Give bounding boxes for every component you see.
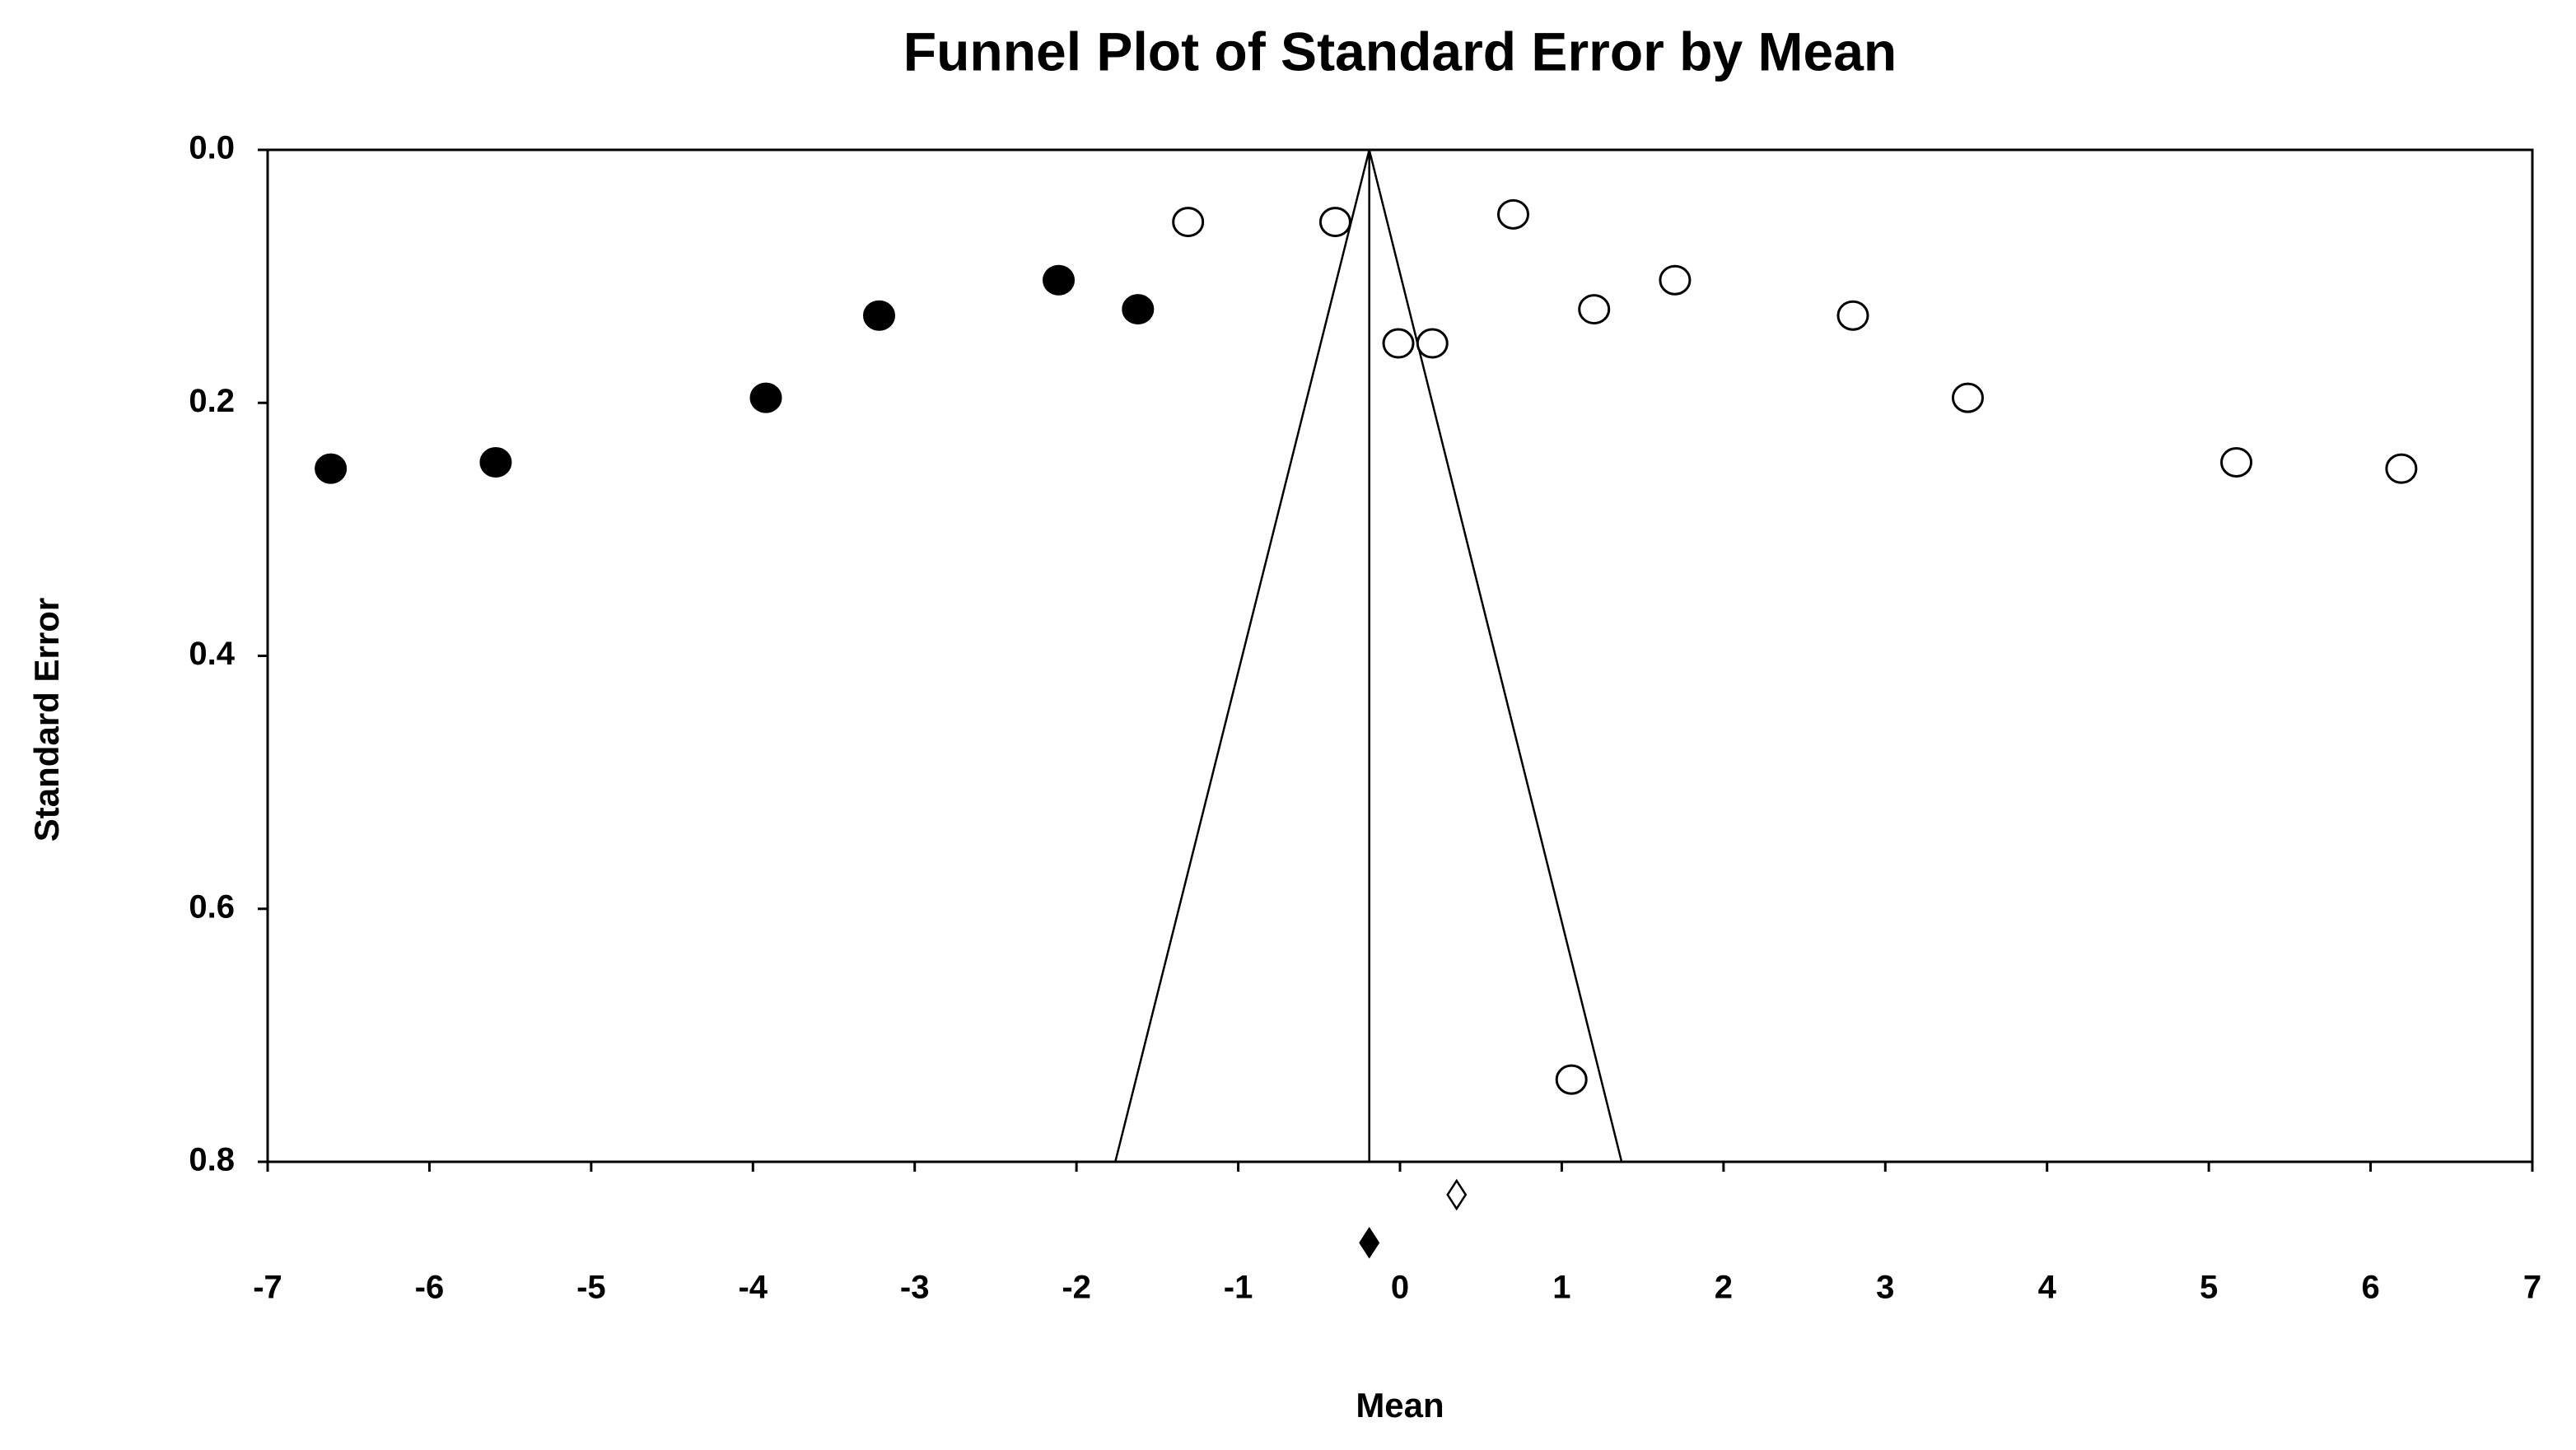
data-point <box>1122 294 1155 325</box>
x-tick-label: 1 <box>1552 1270 1570 1306</box>
x-tick-label: -4 <box>738 1270 768 1306</box>
x-tick-label: -1 <box>1224 1270 1253 1306</box>
data-point <box>1318 207 1351 238</box>
chart-title: Funnel Plot of Standard Error by Mean <box>903 21 1897 82</box>
x-tick-label: -2 <box>1062 1270 1091 1306</box>
y-tick-label: 0.0 <box>189 130 235 166</box>
x-tick-label: -7 <box>253 1270 282 1306</box>
x-tick-label: 5 <box>2200 1270 2218 1306</box>
x-tick-label: 2 <box>1715 1270 1733 1306</box>
data-point <box>479 446 512 478</box>
data-point <box>1555 1064 1588 1095</box>
data-point <box>1382 328 1415 359</box>
data-point <box>1836 300 1869 331</box>
x-tick-label: 7 <box>2523 1270 2541 1306</box>
data-point <box>315 453 348 484</box>
data-point <box>863 300 895 331</box>
data-point <box>2220 446 2253 478</box>
y-axis-label: Standard Error <box>27 598 66 842</box>
summary-diamond <box>1359 1227 1380 1259</box>
x-tick-label: 0 <box>1391 1270 1409 1306</box>
data-point <box>2385 453 2418 484</box>
data-point <box>1172 207 1205 238</box>
data-point <box>1416 328 1449 359</box>
x-tick-label: -3 <box>900 1270 930 1306</box>
y-tick-label: 0.4 <box>189 636 235 672</box>
data-point <box>1497 198 1529 230</box>
x-tick-label: 6 <box>2361 1270 2379 1306</box>
data-point <box>1659 264 1692 296</box>
x-tick-label: -6 <box>415 1270 445 1306</box>
data-point <box>1043 264 1076 296</box>
data-point <box>1951 382 1984 413</box>
y-tick-label: 0.6 <box>189 888 235 925</box>
x-tick-label: 4 <box>2038 1270 2057 1306</box>
y-tick-label: 0.8 <box>189 1142 235 1178</box>
x-tick-label: -5 <box>576 1270 606 1306</box>
data-point <box>749 382 782 413</box>
summary-diamond <box>1446 1178 1468 1211</box>
data-point <box>1578 294 1611 325</box>
x-tick-label: 3 <box>1876 1270 1894 1306</box>
y-tick-label: 0.2 <box>189 383 235 419</box>
x-axis-label: Mean <box>1356 1386 1444 1424</box>
